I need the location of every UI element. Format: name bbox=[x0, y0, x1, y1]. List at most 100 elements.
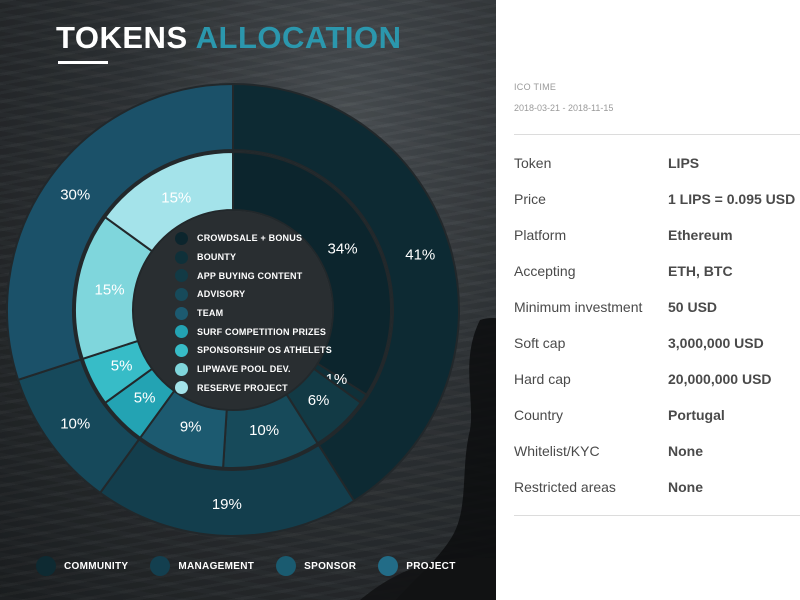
center-legend-label: RESERVE PROJECT bbox=[197, 382, 288, 393]
detail-value: ETH, BTC bbox=[668, 263, 733, 279]
center-legend-label: TEAM bbox=[197, 308, 224, 319]
detail-row-restricted-areas: Restricted areas None bbox=[514, 469, 795, 505]
center-legend-label: SURF COMPETITION PRIZES bbox=[197, 326, 327, 337]
ico-details-panel: ICO TIME 2018-03-21 - 2018-11-15 Token LI… bbox=[496, 0, 800, 600]
detail-row-hard-cap: Hard cap 20,000,000 USD bbox=[514, 361, 795, 397]
bottom-legend-label: COMMUNITY bbox=[64, 560, 129, 572]
detail-key: Accepting bbox=[514, 263, 576, 279]
allocation-donut-chart: 41%19%10%30%34%1%6%10%9%5%5%15%15% bbox=[6, 82, 460, 537]
inner-label-team: 9% bbox=[180, 419, 202, 436]
detail-value: LIPS bbox=[668, 155, 700, 171]
token-allocation-infographic: TOKENS ALLOCATION 41% 19% 10% 30% 34% 1% 6% 10% 9… bbox=[0, 0, 496, 600]
inner-label-app-buying-content: 6% bbox=[308, 392, 330, 409]
detail-value: 50 USD bbox=[668, 299, 718, 315]
detail-value: None bbox=[668, 479, 703, 495]
legend-swatch-icon bbox=[150, 556, 171, 576]
detail-value: None bbox=[668, 443, 703, 459]
title-word-allocation: ALLOCATION bbox=[195, 20, 402, 55]
outer-label-sponsor: 10% bbox=[60, 416, 90, 433]
bottom-legend-item: SPONSOR bbox=[276, 556, 356, 576]
center-legend-item: BOUNTY bbox=[175, 248, 332, 267]
center-legend-label: LIPWAVE POOL DEV. bbox=[197, 364, 291, 375]
detail-key: Price bbox=[514, 191, 546, 207]
legend-swatch-icon bbox=[175, 287, 188, 301]
legend-swatch-icon bbox=[175, 343, 188, 357]
ico-time-dates: 2018-03-21 - 2018-11-15 bbox=[514, 103, 614, 113]
legend-swatch-icon bbox=[378, 556, 399, 576]
inner-slice-reserve-project bbox=[103, 150, 234, 253]
bottom-legend-label: PROJECT bbox=[406, 560, 456, 572]
inner-slice-crowdsale-bonus bbox=[232, 150, 392, 397]
title-underline bbox=[58, 61, 108, 64]
surfer-silhouette bbox=[360, 318, 496, 600]
detail-key: Soft cap bbox=[514, 335, 566, 351]
legend-swatch-icon bbox=[175, 231, 188, 245]
outer-slice-community bbox=[232, 82, 460, 503]
page-title: TOKENS ALLOCATION bbox=[56, 20, 402, 56]
center-legend-label: BOUNTY bbox=[197, 252, 237, 263]
detail-value: 20,000,000 USD bbox=[668, 371, 772, 387]
legend-swatch-icon bbox=[276, 556, 297, 576]
inner-label-reserve-project: 15% bbox=[161, 190, 191, 207]
legend-swatch-icon bbox=[175, 250, 188, 264]
detail-key: Hard cap bbox=[514, 371, 571, 387]
bottom-divider bbox=[514, 515, 800, 516]
inner-label-crowdsale-bonus: 34% bbox=[328, 241, 358, 258]
outer-label-management: 19% bbox=[212, 496, 242, 513]
center-legend-item: RESERVE PROJECT bbox=[175, 379, 332, 398]
detail-key: Token bbox=[514, 155, 552, 171]
bottom-legend-item: MANAGEMENT bbox=[150, 556, 254, 576]
legend-swatch-icon bbox=[175, 306, 188, 320]
outer-label-community: 41% bbox=[405, 247, 435, 264]
center-legend-item: CROWDSALE + BONUS bbox=[175, 229, 332, 248]
detail-row-accepting: Accepting ETH, BTC bbox=[514, 253, 795, 289]
detail-value: 1 LIPS = 0.095 USD bbox=[668, 191, 796, 207]
bottom-legend-item: COMMUNITY bbox=[36, 556, 128, 576]
detail-row-token: Token LIPS bbox=[514, 145, 795, 181]
center-legend-item: ADVISORY bbox=[175, 285, 332, 304]
legend-swatch-icon bbox=[175, 381, 188, 395]
inner-label-sponsorship-os-athelets: 5% bbox=[111, 358, 133, 375]
ico-time-label: ICO TIME bbox=[514, 82, 557, 92]
detail-value: Portugal bbox=[668, 407, 725, 423]
detail-value: Ethereum bbox=[668, 227, 733, 243]
center-legend-label: ADVISORY bbox=[197, 289, 246, 300]
inner-label-advisory: 10% bbox=[249, 422, 279, 439]
detail-key: Whitelist/KYC bbox=[514, 443, 600, 459]
center-legend-item: SURF COMPETITION PRIZES bbox=[175, 322, 332, 341]
inner-label-lipwave-pool-dev: 15% bbox=[95, 281, 125, 298]
center-legend-label: SPONSORSHIP OS ATHELETS bbox=[197, 345, 332, 356]
bottom-legend-label: MANAGEMENT bbox=[178, 560, 255, 572]
outer-slice-project bbox=[6, 82, 234, 382]
center-legend-item: LIPWAVE POOL DEV. bbox=[175, 360, 332, 379]
detail-key: Minimum investment bbox=[514, 299, 643, 315]
detail-key: Country bbox=[514, 407, 564, 423]
center-legend-label: APP BUYING CONTENT bbox=[197, 270, 303, 281]
outer-label-project: 30% bbox=[60, 186, 90, 203]
center-legend-item: APP BUYING CONTENT bbox=[175, 266, 332, 285]
detail-row-country: Country Portugal bbox=[514, 397, 795, 433]
legend-swatch-icon bbox=[175, 362, 188, 376]
detail-row-price: Price 1 LIPS = 0.095 USD bbox=[514, 181, 795, 217]
center-legend-item: SPONSORSHIP OS ATHELETS bbox=[175, 341, 332, 360]
detail-value: 3,000,000 USD bbox=[668, 335, 764, 351]
center-legend-item: TEAM bbox=[175, 304, 332, 323]
legend-swatch-icon bbox=[175, 269, 188, 283]
ico-details-table: Token LIPS Price 1 LIPS = 0.095 USD Platfo… bbox=[514, 145, 795, 505]
inner-label-surf-competition-prizes: 5% bbox=[134, 389, 156, 406]
detail-key: Platform bbox=[514, 227, 567, 243]
detail-row-soft-cap: Soft cap 3,000,000 USD bbox=[514, 325, 795, 361]
bottom-legend-item: PROJECT bbox=[378, 556, 455, 576]
detail-row-minimum-investment: Minimum investment 50 USD bbox=[514, 289, 795, 325]
bottom-legend-label: SPONSOR bbox=[304, 560, 357, 572]
detail-key: Restricted areas bbox=[514, 479, 616, 495]
legend-swatch-icon bbox=[36, 556, 56, 576]
detail-row-whitelist-kyc: Whitelist/KYC None bbox=[514, 433, 795, 469]
top-divider bbox=[514, 134, 800, 135]
center-legend: CROWDSALE + BONUS BOUNTY APP BUYING CONTEN… bbox=[175, 229, 332, 397]
legend-swatch-icon bbox=[175, 325, 188, 339]
title-word-tokens: TOKENS bbox=[56, 20, 188, 55]
detail-row-platform: Platform Ethereum bbox=[514, 217, 795, 253]
center-legend-label: CROWDSALE + BONUS bbox=[197, 233, 303, 244]
bottom-legend: COMMUNITY MANAGEMENT SPONSOR PROJECT bbox=[36, 556, 478, 576]
